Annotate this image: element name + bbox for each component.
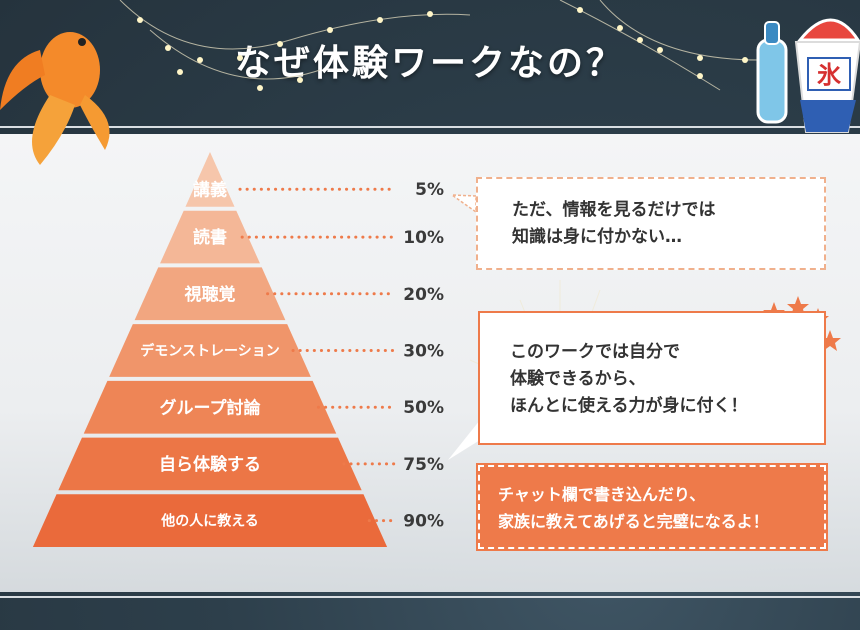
- tier-percentage: 50%: [403, 398, 444, 418]
- tier-label: デモンストレーション: [140, 343, 279, 360]
- note-hands-on: このワークでは自分で 体験できるから、 ほんとに使える力が身に付く！: [478, 311, 826, 445]
- note-line: ただ、情報を見るだけでは: [512, 200, 716, 220]
- tier-percentage: 10%: [403, 228, 444, 248]
- note-line: 体験できるから、: [510, 369, 646, 389]
- note-line: 家族に教えてあげると完璧になるよ！: [498, 512, 769, 531]
- note-line: ほんとに使える力が身に付く！: [510, 396, 748, 416]
- tier-label: 講義: [193, 179, 227, 200]
- note-line: チャット欄で書き込んだり、: [498, 485, 706, 504]
- tier-percentage: 20%: [403, 285, 444, 305]
- tier-percentage: 75%: [403, 455, 444, 475]
- pyramid-tier: [83, 380, 337, 434]
- pyramid-tier: [134, 267, 286, 321]
- pyramid-tier: [32, 494, 388, 547]
- note-line: 知識は身に付かない…: [512, 227, 682, 247]
- tier-percentage: 30%: [403, 342, 444, 362]
- tier-label: 自ら体験する: [159, 454, 261, 475]
- learning-pyramid: 講義 5% 読書 10% 視聴覚 20% デモンストレーション 30% グループ討論 50% 自ら体…: [32, 152, 444, 547]
- tier-percentage: 5%: [415, 180, 444, 200]
- tier-percentage: 90%: [403, 512, 444, 532]
- tier-label: 視聴覚: [184, 284, 236, 305]
- pyramid-tier: [58, 437, 362, 491]
- tier-label: 他の人に教える: [160, 513, 259, 530]
- tier-label: 読書: [193, 227, 227, 248]
- note-information-only: ただ、情報を見るだけでは 知識は身に付かない…: [476, 177, 826, 270]
- tier-label: グループ討論: [160, 397, 262, 418]
- pyramid-tier: [160, 210, 260, 264]
- note-teach-others: チャット欄で書き込んだり、 家族に教えてあげると完璧になるよ！: [476, 463, 828, 551]
- pyramid-tier: [109, 324, 311, 377]
- note-line: このワークでは自分で: [510, 342, 680, 362]
- bottom-divider: [0, 596, 860, 598]
- top-divider: [0, 126, 860, 128]
- pyramid-tier: [185, 152, 235, 207]
